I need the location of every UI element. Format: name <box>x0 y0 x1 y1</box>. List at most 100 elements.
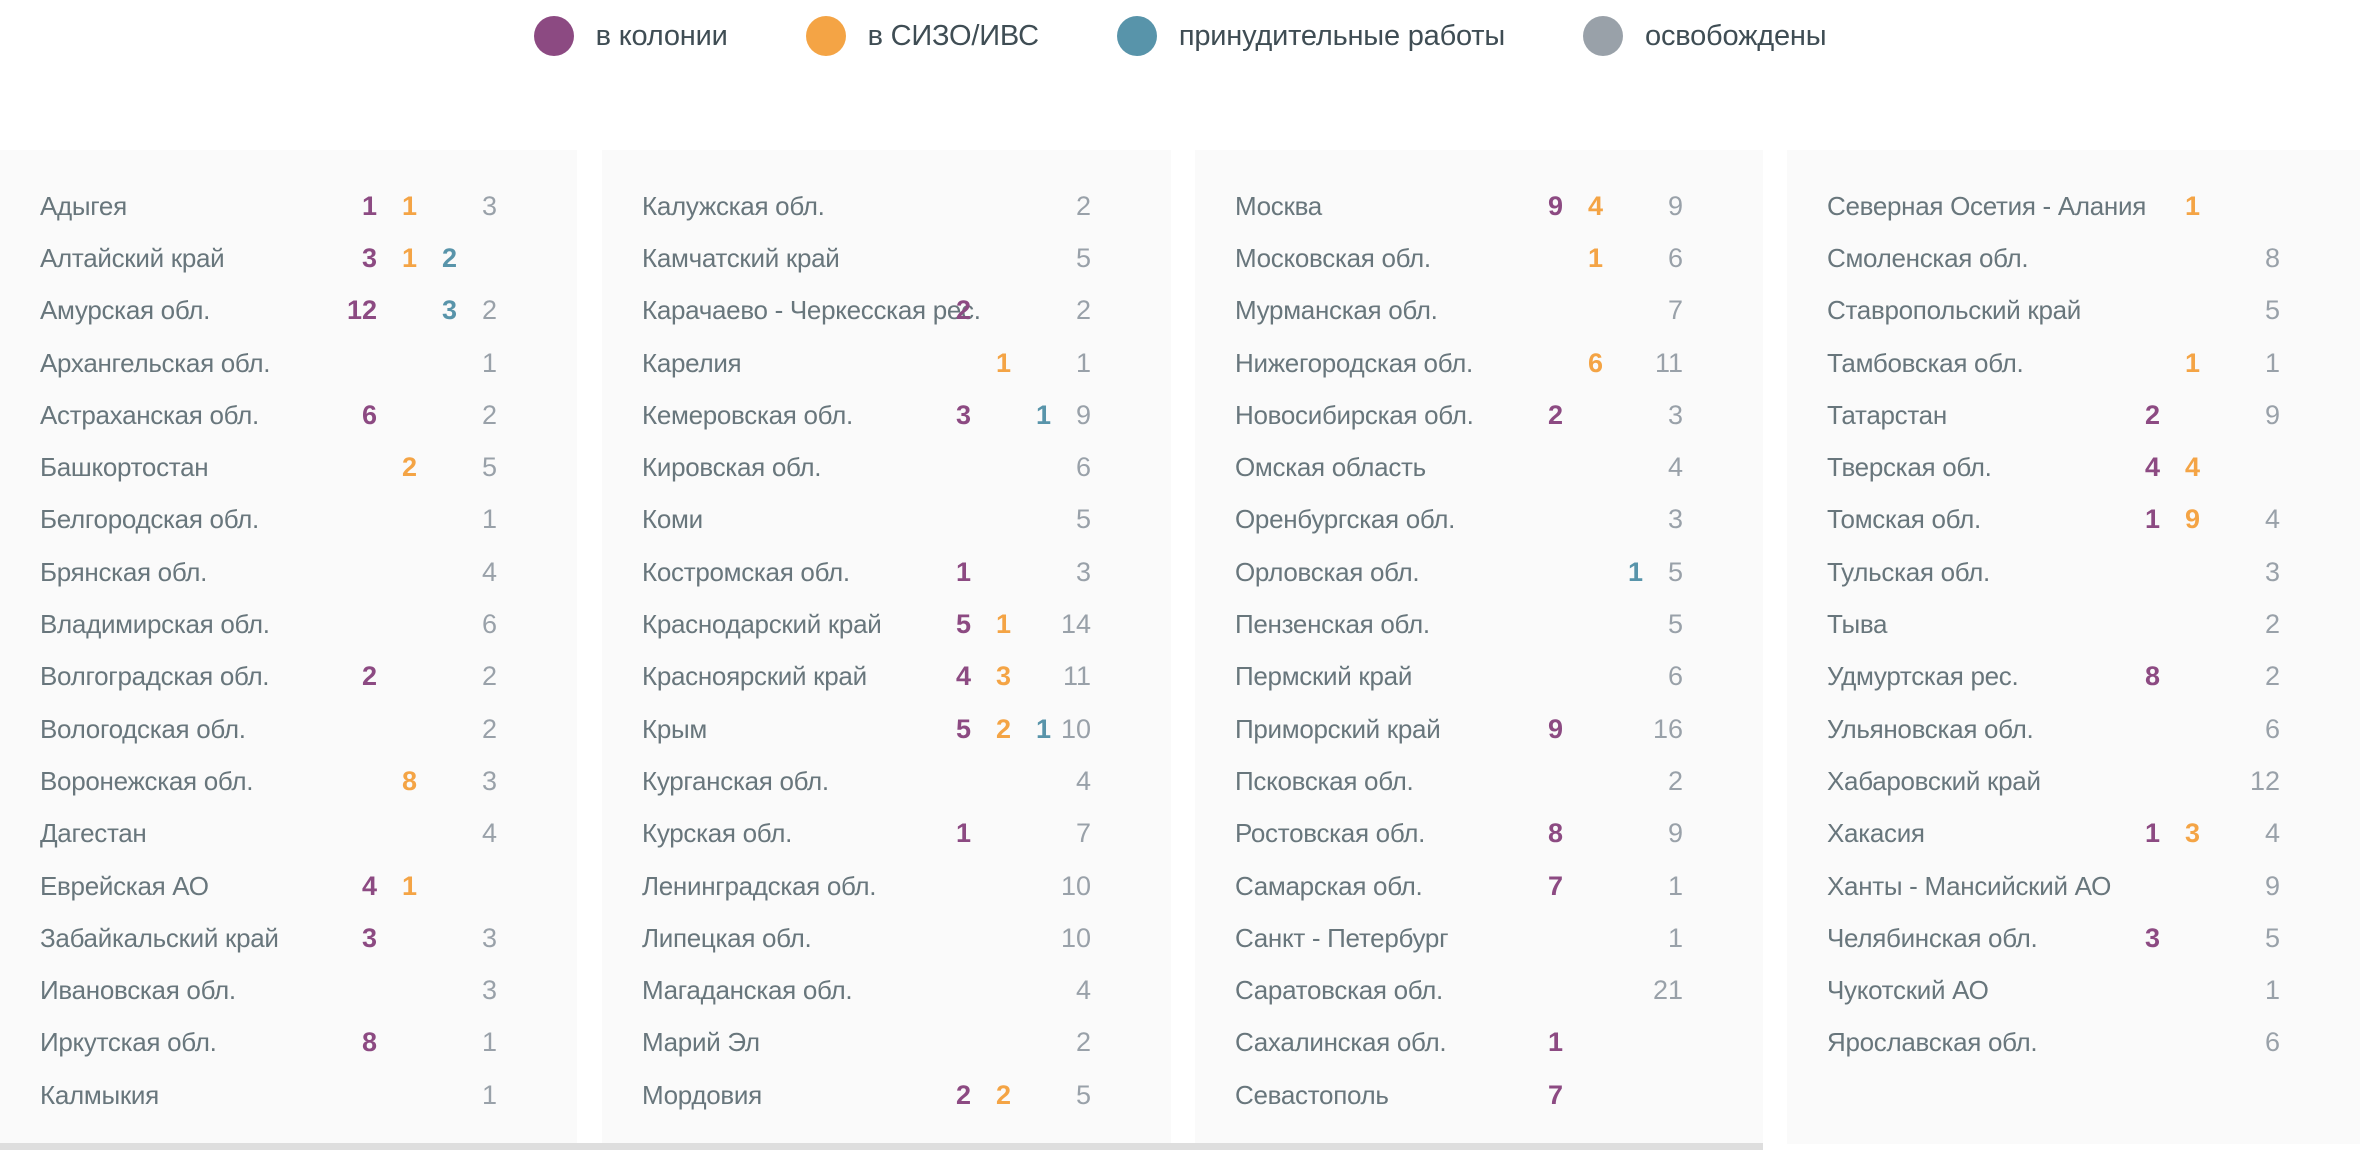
value-colony: 2 <box>1547 399 1563 430</box>
region-name: Воронежская обл. <box>40 765 254 796</box>
region-row: Тверская обл. 4 4 <box>1787 441 2360 493</box>
region-row: Саратовская обл. 21 <box>1195 964 1763 1016</box>
value-released: 10 <box>1060 922 1091 953</box>
value-colony: 4 <box>955 661 971 692</box>
value-released: 6 <box>1667 661 1683 692</box>
region-panels: Адыгея 1 1 3 Алтайский край 3 1 2 Амурская обл. 1… <box>0 150 2360 1144</box>
panel-3: Москва 9 4 9 Московская обл. 1 6 Мурманская обл… <box>1195 150 1763 1144</box>
region-row: Смоленская обл. 8 <box>1787 232 2360 284</box>
region-row: Оренбургская обл. 3 <box>1195 494 1763 546</box>
region-row: Пермский край 6 <box>1195 651 1763 703</box>
value-released: 16 <box>1652 713 1683 744</box>
value-sizo: 1 <box>2184 190 2200 221</box>
region-name: Ярославская обл. <box>1827 1027 2038 1058</box>
legend-item-forced[interactable]: принудительные работы <box>1116 16 1505 56</box>
region-name: Ленинградская обл. <box>642 870 877 901</box>
region-name: Курская обл. <box>642 818 793 849</box>
value-colony: 2 <box>2144 399 2160 430</box>
value-colony: 4 <box>2144 452 2160 483</box>
region-row: Белгородская обл. 1 <box>0 494 577 546</box>
region-name: Коми <box>642 504 703 535</box>
value-colony: 5 <box>955 609 971 640</box>
legend-item-colony[interactable]: в колонии <box>533 16 728 56</box>
legend-item-released[interactable]: освобождены <box>1583 16 1827 56</box>
region-name: Северная Осетия - Алания <box>1827 190 2146 221</box>
value-released: 2 <box>481 295 497 326</box>
region-name: Омская область <box>1235 452 1426 483</box>
region-row: Карелия 1 1 <box>602 337 1171 389</box>
value-released: 1 <box>2264 975 2280 1006</box>
value-colony: 6 <box>361 399 377 430</box>
value-released: 10 <box>1060 870 1091 901</box>
panel-2: Калужская обл. 2 Камчатский край 5 Карачаево… <box>602 150 1171 1144</box>
legend-item-sizo[interactable]: в СИЗО/ИВС <box>805 16 1039 56</box>
value-colony: 12 <box>346 295 377 326</box>
region-row: Челябинская обл. 3 5 <box>1787 912 2360 964</box>
legend: в колонии в СИЗО/ИВС принудительные рабо… <box>0 0 2360 72</box>
region-row: Коми 5 <box>602 494 1171 546</box>
region-name: Ставропольский край <box>1827 295 2082 326</box>
region-name: Калужская обл. <box>642 190 825 221</box>
value-released: 1 <box>481 504 497 535</box>
value-colony: 1 <box>2144 504 2160 535</box>
region-row: Архангельская обл. 1 <box>0 337 577 389</box>
region-row: Камчатский край 5 <box>602 232 1171 284</box>
region-name: Архангельская обл. <box>40 347 271 378</box>
value-released: 4 <box>2264 504 2280 535</box>
region-name: Кемеровская обл. <box>642 399 853 430</box>
value-sizo: 6 <box>1587 347 1603 378</box>
value-colony: 1 <box>361 190 377 221</box>
region-row: Московская обл. 1 6 <box>1195 232 1763 284</box>
region-name: Камчатский край <box>642 242 840 273</box>
region-name: Дагестан <box>40 818 147 849</box>
value-released: 11 <box>1062 661 1091 692</box>
region-name: Красноярский край <box>642 661 867 692</box>
region-row: Адыгея 1 1 3 <box>0 180 577 232</box>
region-name: Сахалинская обл. <box>1235 1027 1447 1058</box>
value-released: 2 <box>1667 765 1683 796</box>
value-colony: 2 <box>361 661 377 692</box>
value-colony: 8 <box>361 1027 377 1058</box>
region-name: Карелия <box>642 347 742 378</box>
value-released: 4 <box>1667 452 1683 483</box>
region-name: Вологодская обл. <box>40 713 246 744</box>
value-released: 3 <box>1667 504 1683 535</box>
value-colony: 9 <box>1547 713 1563 744</box>
value-released: 5 <box>2264 922 2280 953</box>
region-name: Московская обл. <box>1235 242 1431 273</box>
region-name: Нижегородская обл. <box>1235 347 1473 378</box>
region-row: Карачаево - Черкесская рес. 2 2 <box>602 285 1171 337</box>
value-sizo: 4 <box>2184 452 2200 483</box>
value-colony: 8 <box>1547 818 1563 849</box>
region-row: Орловская обл. 1 5 <box>1195 546 1763 598</box>
region-name: Алтайский край <box>40 242 225 273</box>
legend-dot-colony-icon <box>533 16 574 56</box>
value-released: 1 <box>481 1027 497 1058</box>
value-released: 5 <box>2264 295 2280 326</box>
value-colony: 3 <box>955 399 971 430</box>
region-row: Ставропольский край 5 <box>1787 285 2360 337</box>
value-colony: 7 <box>1547 870 1563 901</box>
region-row: Санкт - Петербург 1 <box>1195 912 1763 964</box>
value-released: 6 <box>2264 1027 2280 1058</box>
value-released: 3 <box>1667 399 1683 430</box>
region-row: Краснодарский край 5 1 14 <box>602 598 1171 650</box>
region-row: Сахалинская обл. 1 <box>1195 1017 1763 1069</box>
region-name: Удмуртская рес. <box>1827 661 2019 692</box>
value-released: 4 <box>1075 765 1091 796</box>
region-name: Костромская обл. <box>642 556 850 587</box>
region-row: Калмыкия 1 <box>0 1069 577 1121</box>
value-released: 5 <box>1075 242 1091 273</box>
value-released: 9 <box>2264 870 2280 901</box>
value-colony: 1 <box>2144 818 2160 849</box>
legend-label-colony: в колонии <box>595 19 728 52</box>
region-name: Крым <box>642 713 707 744</box>
value-forced: 1 <box>1035 713 1051 744</box>
region-row: Костромская обл. 1 3 <box>602 546 1171 598</box>
value-released: 3 <box>481 975 497 1006</box>
value-released: 3 <box>481 765 497 796</box>
legend-label-sizo: в СИЗО/ИВС <box>867 19 1039 52</box>
region-row: Чукотский АО 1 <box>1787 964 2360 1016</box>
value-colony: 1 <box>955 818 971 849</box>
value-sizo: 4 <box>1587 190 1603 221</box>
